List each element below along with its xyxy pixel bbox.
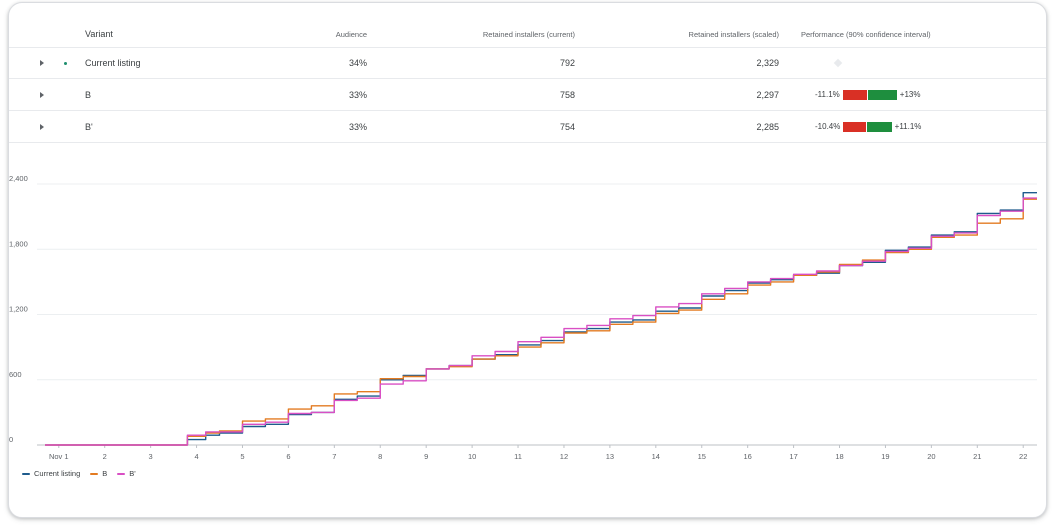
x-tick-label: 17	[789, 452, 797, 461]
ci-negative-segment	[843, 121, 867, 132]
x-tick-label: 3	[149, 452, 153, 461]
legend-item-bprime[interactable]: B'	[117, 469, 136, 478]
x-tick-label: 18	[835, 452, 843, 461]
ci-high-label: +11.1%	[894, 122, 922, 131]
x-tick-label: 15	[698, 452, 706, 461]
x-tick-label: 7	[332, 452, 336, 461]
table-row[interactable]: B' 33% 754 2,285 -10.4% +11.1%	[9, 111, 1046, 143]
header-retained-current[interactable]: Retained installers (current)	[482, 29, 575, 39]
y-tick-label: 0	[9, 435, 13, 444]
ci-low-label: -10.4%	[815, 122, 841, 131]
x-tick-label: 5	[240, 452, 244, 461]
table-row[interactable]: Current listing 34% 792 2,329	[9, 47, 1046, 79]
x-tick-label: 14	[652, 452, 660, 461]
ci-negative-segment	[842, 89, 868, 100]
performance-interval: -11.1% +13%	[801, 79, 1021, 110]
variant-name: Current listing	[85, 57, 141, 68]
baseline-diamond-icon	[833, 58, 843, 67]
series-dot-icon	[64, 61, 67, 65]
header-performance[interactable]: Performance (90% confidence interval)	[801, 29, 931, 39]
table-row[interactable]: B 33% 758 2,297 -11.1% +13%	[9, 79, 1046, 111]
x-tick-label: 6	[286, 452, 290, 461]
x-tick-label: 10	[468, 452, 476, 461]
retained-scaled-value: 2,329	[756, 57, 779, 68]
x-tick-label: 13	[606, 452, 614, 461]
x-tick-label: 16	[743, 452, 751, 461]
x-tick-label: Nov 1	[49, 452, 69, 461]
retained-current-value: 758	[559, 89, 575, 100]
x-tick-label: 22	[1019, 452, 1027, 461]
retained-scaled-value: 2,285	[756, 121, 779, 132]
legend-swatch	[117, 472, 126, 475]
legend-label: B'	[129, 469, 136, 478]
ci-low-label: -11.1%	[815, 90, 840, 99]
x-tick-label: 9	[424, 452, 428, 461]
header-audience[interactable]: Audience	[335, 29, 367, 39]
x-tick-label: 11	[514, 452, 522, 461]
legend-label: B	[102, 469, 108, 478]
retained-installers-line-chart: 0 600 1,200 1,800 2,400 Nov 1 2 3 4 5 6 7 8 9 10 11 12 13…	[9, 174, 1037, 461]
series-line-b	[45, 198, 1037, 446]
header-variant[interactable]: Variant	[85, 29, 113, 39]
audience-value: 33%	[348, 89, 367, 100]
series-line-current	[45, 192, 1037, 446]
ci-positive-segment	[867, 89, 897, 100]
expand-arrow-icon[interactable]	[40, 123, 44, 130]
x-tick-label: 4	[194, 452, 198, 461]
variant-name: B	[85, 89, 92, 100]
experiment-results-card: Variant Audience Retained installers (cu…	[8, 2, 1047, 518]
legend-label: Current listing	[34, 469, 81, 478]
ci-positive-segment	[866, 121, 892, 132]
x-tick-label: 8	[378, 452, 382, 461]
y-tick-label: 1,800	[9, 239, 28, 248]
x-tick-label: 2	[103, 452, 107, 461]
audience-value: 33%	[348, 121, 367, 132]
legend-swatch	[90, 472, 99, 475]
audience-value: 34%	[348, 57, 367, 68]
expand-arrow-icon[interactable]	[40, 59, 44, 66]
retained-current-value: 792	[559, 57, 575, 68]
series-line-bprime	[45, 197, 1037, 446]
confidence-interval-bar	[842, 89, 897, 100]
legend-swatch	[22, 472, 30, 475]
x-tick-label: 19	[881, 452, 889, 461]
expand-arrow-icon[interactable]	[40, 91, 44, 98]
y-tick-label: 2,400	[9, 174, 28, 183]
chart-legend: Current listing B B'	[22, 469, 140, 478]
header-retained-scaled[interactable]: Retained installers (scaled)	[688, 29, 779, 39]
ci-high-label: +13%	[899, 90, 921, 99]
retained-current-value: 754	[559, 121, 575, 132]
confidence-interval-bar	[843, 121, 892, 132]
y-tick-label: 600	[9, 370, 22, 379]
x-tick-label: 12	[560, 452, 568, 461]
legend-item-b[interactable]: B	[90, 469, 107, 478]
y-tick-label: 1,200	[9, 305, 28, 314]
variant-name: B'	[85, 121, 93, 132]
x-tick-label: 21	[973, 452, 981, 461]
table-header-row: Variant Audience Retained installers (cu…	[9, 21, 1046, 48]
legend-item-current[interactable]: Current listing	[22, 469, 80, 478]
x-tick-label: 20	[927, 452, 935, 461]
retained-scaled-value: 2,297	[756, 89, 779, 100]
performance-interval: -10.4% +11.1%	[801, 111, 1021, 142]
